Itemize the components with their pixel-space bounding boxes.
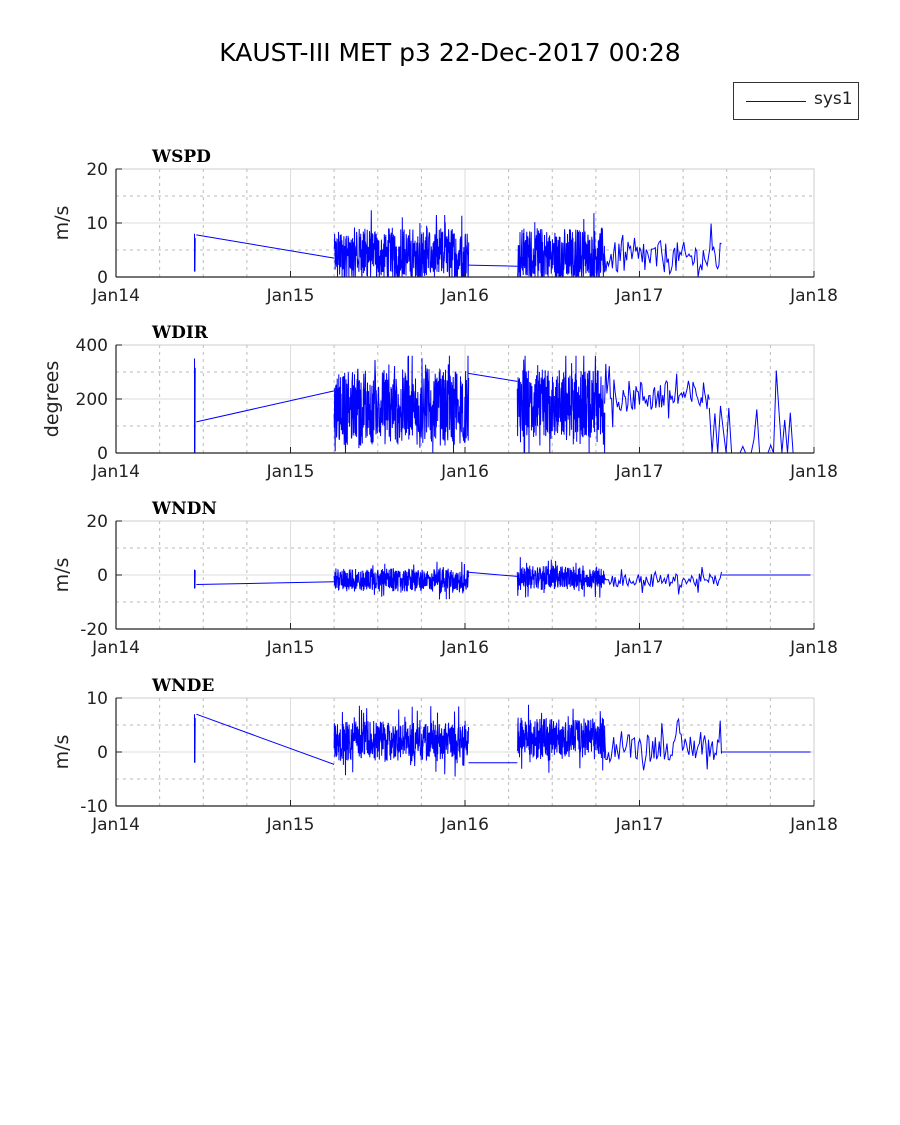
series-sys1-noise [333,355,470,454]
series-sys1-noise [333,210,470,278]
y-tick-label: 0 [97,268,108,288]
panel-title: WNDE [151,676,214,696]
x-tick-label: Jan17 [615,638,664,658]
series-sys1-noise [604,223,722,278]
series-sys1-line [468,264,518,267]
legend-swatch-sys1 [746,101,806,102]
series-sys1-noise [516,557,606,598]
series-sys1-line [468,372,518,382]
x-tick-label: Jan18 [789,638,838,658]
y-tick-label: 10 [86,214,108,234]
x-tick-label: Jan14 [91,815,140,835]
y-tick-label: 200 [76,390,108,410]
panel-wspd: Jan14 Jan15 Jan16 Jan17 Jan18 0 10 20 WSPD m/s [51,147,838,306]
y-tick-label: 10 [86,689,108,709]
legend: sys1 [733,82,859,120]
y-tick-label: -20 [80,620,108,640]
y-axis-label: m/s [51,206,73,241]
x-tick-label: Jan18 [789,815,838,835]
series-sys1-noise [604,567,722,595]
x-tick-label: Jan17 [615,815,664,835]
series-sys1-line [196,390,335,423]
series-sys1-spike [194,233,196,272]
chart-title: KAUST-III MET p3 22-Dec-2017 00:28 [219,38,681,67]
x-tick-label: Jan18 [789,462,838,482]
x-tick-label: Jan15 [266,815,315,835]
panel-title: WDIR [151,323,209,343]
y-tick-label: -10 [80,797,108,817]
series-sys1-noise [333,561,470,600]
panel-wndn: Jan14 Jan15 Jan16 Jan17 Jan18 -20 0 20 WNDN m/s [51,499,838,658]
y-tick-label: 20 [86,160,108,180]
series-sys1-noise [604,717,722,771]
series-sys1-spike [194,358,196,454]
y-tick-label: 0 [97,566,108,586]
y-tick-label: 0 [97,743,108,763]
y-axis-label: m/s [51,735,73,770]
x-tick-label: Jan14 [91,462,140,482]
x-tick-label: Jan15 [266,462,315,482]
series-sys1-line [196,713,335,765]
series-sys1-noise [516,355,606,454]
legend-label-sys1: sys1 [814,89,853,109]
series-sys1-spike [194,569,196,589]
series-sys1-noise [333,705,470,777]
x-tick-label: Jan18 [789,286,838,306]
panel-title: WSPD [151,147,211,167]
y-tick-label: 20 [86,512,108,532]
x-tick-label: Jan17 [615,462,664,482]
x-tick-label: Jan15 [266,286,315,306]
series-sys1-noise [708,370,794,454]
x-tick-label: Jan16 [440,462,489,482]
x-tick-label: Jan16 [440,286,489,306]
series-sys1-spike [194,714,196,763]
y-tick-label: 400 [76,336,108,356]
series-sys1-line [196,581,335,585]
series-sys1-noise [516,704,606,773]
x-tick-label: Jan16 [440,638,489,658]
series-sys1-line [468,571,518,577]
panel-wnde: Jan14 Jan15 Jan16 Jan17 Jan18 -10 0 10 WNDE m/s [51,676,838,835]
panel-wdir: Jan14 Jan15 Jan16 Jan17 Jan18 0 200 400 WDIR degr… [41,323,838,482]
series-sys1-noise [604,363,710,428]
x-tick-label: Jan14 [91,638,140,658]
y-tick-label: 0 [97,444,108,464]
x-tick-label: Jan14 [91,286,140,306]
panel-title: WNDN [151,499,217,519]
x-tick-label: Jan16 [440,815,489,835]
series-sys1-line [196,234,335,259]
y-axis-label: m/s [51,558,73,593]
y-axis-label: degrees [41,361,63,437]
x-tick-label: Jan17 [615,286,664,306]
x-tick-label: Jan15 [266,638,315,658]
